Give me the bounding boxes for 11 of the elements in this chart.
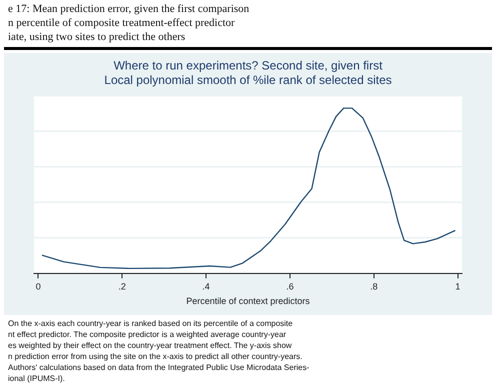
chart-subtitle: Local polynomial smooth of %ile rank of selected sites [104, 72, 392, 87]
x-tick-label: .2 [118, 281, 126, 292]
x-tick-label: .6 [286, 281, 294, 292]
x-axis-title: Percentile of context predictors [186, 296, 310, 306]
x-tick-label: .8 [370, 281, 378, 292]
text: On the x-axis each country-year is ranked based on its percentile of a composite nt effect predictor. The composite predictor is a weighted average country-year es weighted by their effect on the country-year treatment effect. The y-axis show n prediction error from using the site on the x-axis to predict all other country-years. Authors' calculations based on data from the Integrated Public Use Microdata Series- ional (IPUMS-I). [8, 318, 310, 384]
text: e 17: Mean prediction error, given the first comparison n percentile of composite treatment-effect predictor iate, using two sites to predict the others [8, 2, 250, 45]
x-tick-label: .4 [202, 281, 210, 292]
x-tick-label: 1 [455, 281, 460, 292]
x-tick-label: 0 [36, 281, 41, 292]
chart-title: Where to run experiments? Second site, given first [114, 58, 384, 73]
